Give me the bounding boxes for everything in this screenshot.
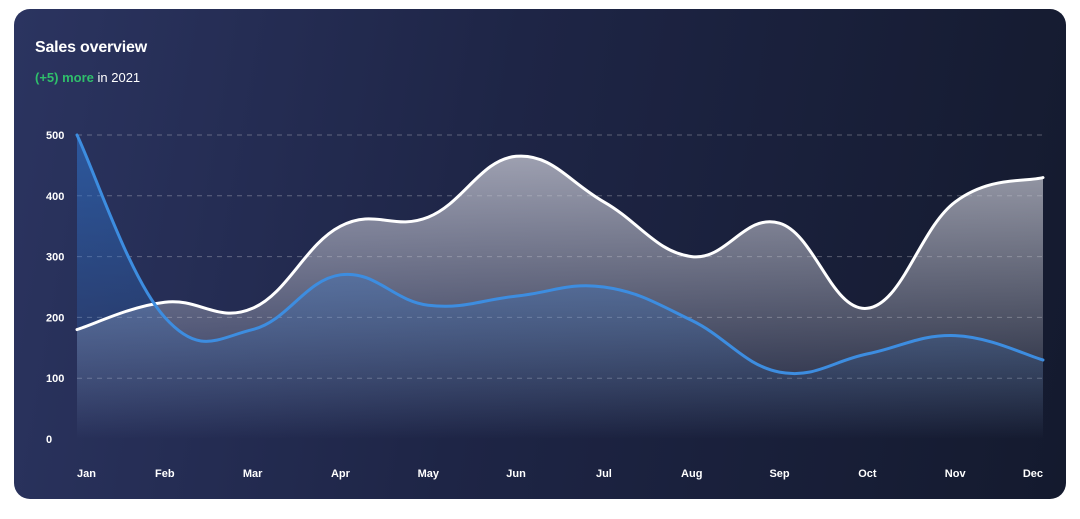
area-layer: [77, 135, 1043, 440]
sales-chart: 0 100 200 300 400 500 Jan Feb Mar Apr May Jun Jul Au…: [46, 130, 1045, 480]
x-tick-label: Nov: [945, 468, 967, 480]
x-tick-label: Sep: [769, 468, 789, 480]
x-tick-label: Feb: [155, 468, 175, 480]
x-tick-label: May: [418, 468, 440, 480]
y-tick-label: 100: [46, 373, 64, 385]
series-white-line: [75, 154, 1045, 332]
series-blue-line: [75, 133, 1045, 375]
y-tick-label: 300: [46, 252, 64, 264]
subtitle-rest: in 2021: [93, 70, 141, 85]
subtitle-highlight: (+5) more: [35, 70, 94, 85]
x-tick-label: Apr: [331, 468, 351, 480]
x-tick-label: Jun: [506, 468, 526, 480]
x-tick-label: Jul: [596, 468, 612, 480]
x-tick-label: Oct: [858, 468, 877, 480]
y-axis-labels: 0 100 200 300 400 500: [46, 130, 64, 446]
y-tick-label: 200: [46, 312, 64, 324]
y-tick-label: 500: [46, 130, 64, 142]
chart-title: Sales overview: [35, 39, 147, 56]
x-tick-label: Jan: [77, 468, 96, 480]
chart-subtitle: (+5) more in 2021: [35, 70, 140, 85]
x-tick-label: Aug: [681, 468, 702, 480]
line-layer: [75, 133, 1045, 375]
y-tick-label: 400: [46, 191, 64, 203]
sales-overview-card: 0 100 200 300 400 500 Jan Feb Mar Apr May Jun Jul Au…: [14, 9, 1066, 499]
series-blue-area: [77, 135, 1043, 439]
x-tick-label: Mar: [243, 468, 263, 480]
y-tick-label: 0: [46, 434, 52, 446]
x-tick-label: Dec: [1023, 468, 1043, 480]
x-axis-labels: Jan Feb Mar Apr May Jun Jul Aug Sep Oct Nov Dec: [77, 468, 1043, 480]
